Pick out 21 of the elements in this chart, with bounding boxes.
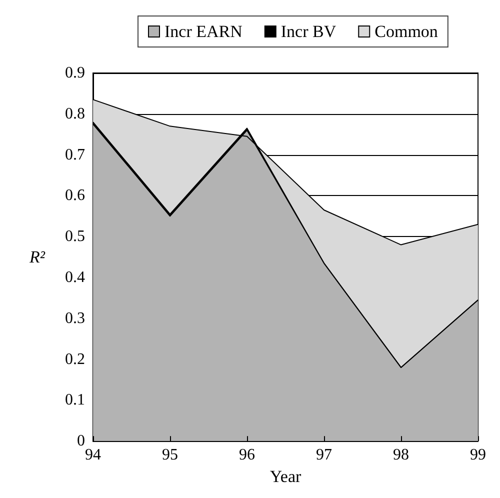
y-tick-label: 0 <box>77 432 85 450</box>
y-tick-label: 0.4 <box>65 269 85 286</box>
legend-label: Incr BV <box>280 22 337 41</box>
y-axis-title: R² <box>28 248 46 267</box>
y-tick-label: 0.5 <box>65 228 85 246</box>
y-tick-label: 0.3 <box>65 310 85 327</box>
x-tick-label: 97 <box>316 446 332 464</box>
x-tick-label: 99 <box>470 446 486 464</box>
legend-label: Common <box>374 22 438 41</box>
y-tick-label: 0.9 <box>65 64 85 82</box>
y-tick-label: 0.8 <box>65 105 85 122</box>
y-tick-label: 0.1 <box>65 392 85 409</box>
x-tick-label: 98 <box>393 446 409 464</box>
x-tick-label: 96 <box>239 446 255 464</box>
y-tick-label: 0.2 <box>65 350 85 368</box>
legend-label: Incr EARN <box>164 22 242 41</box>
y-tick-label: 0.7 <box>65 146 85 164</box>
x-tick-label: 94 <box>85 446 101 464</box>
y-tick-label: 0.6 <box>65 187 85 204</box>
x-tick-label: 95 <box>162 446 178 464</box>
x-axis-title: Year <box>270 467 302 486</box>
